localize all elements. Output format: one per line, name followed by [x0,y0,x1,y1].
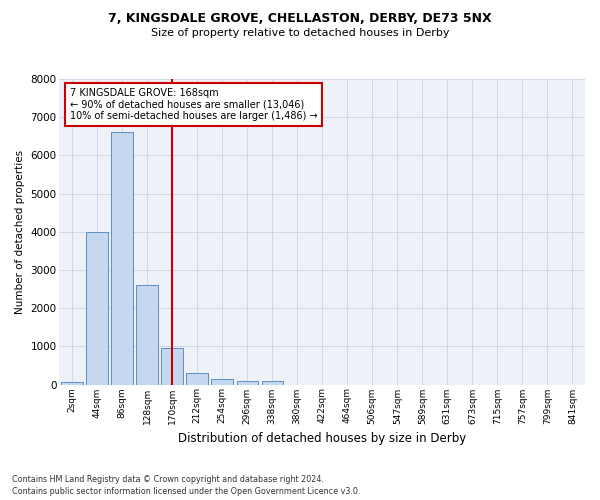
Text: Contains HM Land Registry data © Crown copyright and database right 2024.: Contains HM Land Registry data © Crown c… [12,475,324,484]
Bar [161,348,183,385]
Bar [136,285,158,384]
Bar [112,132,133,384]
Bar [262,382,283,384]
Text: 7, KINGSDALE GROVE, CHELLASTON, DERBY, DE73 5NX: 7, KINGSDALE GROVE, CHELLASTON, DERBY, D… [108,12,492,26]
Bar [61,382,83,384]
X-axis label: Distribution of detached houses by size in Derby: Distribution of detached houses by size … [178,432,466,445]
Bar [211,379,233,384]
Bar [187,372,208,384]
Y-axis label: Number of detached properties: Number of detached properties [15,150,25,314]
Bar [86,232,107,384]
Text: Contains public sector information licensed under the Open Government Licence v3: Contains public sector information licen… [12,488,361,496]
Bar [236,380,258,384]
Text: Size of property relative to detached houses in Derby: Size of property relative to detached ho… [151,28,449,38]
Text: 7 KINGSDALE GROVE: 168sqm
← 90% of detached houses are smaller (13,046)
10% of s: 7 KINGSDALE GROVE: 168sqm ← 90% of detac… [70,88,317,122]
